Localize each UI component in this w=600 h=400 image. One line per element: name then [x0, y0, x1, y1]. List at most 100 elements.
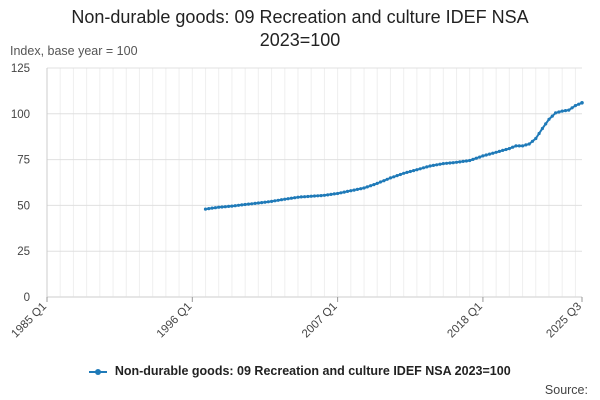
series-point [286, 197, 290, 201]
y-tick-label: 0 [24, 292, 30, 304]
series-point [279, 198, 284, 202]
series-point [223, 205, 227, 209]
series-point [372, 183, 376, 187]
series-point [471, 157, 475, 161]
series-point [355, 187, 359, 191]
series-point [352, 188, 356, 192]
series-point [510, 145, 515, 149]
series-point [369, 184, 373, 188]
x-tick-label: 1996 Q1 [155, 301, 195, 341]
series-line-0 [205, 101, 583, 211]
legend-swatch-icon [89, 367, 108, 377]
chart-title-line-2: 2023=100 [259, 30, 341, 50]
series-point [332, 192, 336, 196]
series-point [398, 172, 402, 177]
series-point [484, 153, 488, 157]
series-point [504, 147, 508, 152]
series-point [342, 190, 346, 194]
series-point [362, 186, 366, 190]
series-point [213, 206, 217, 210]
x-tick-label: 2025 Q3 [544, 301, 584, 341]
series-point [521, 144, 525, 148]
series-point [454, 160, 459, 164]
series-point [428, 164, 432, 168]
series-point [435, 163, 439, 167]
series-point [289, 196, 293, 200]
series-point [256, 201, 260, 205]
y-tick-label: 75 [17, 155, 30, 167]
series-point [554, 111, 558, 115]
series-point [230, 204, 234, 208]
series-point [260, 201, 264, 205]
legend-label: Non-durable goods: 09 Recreation and cul… [114, 364, 511, 378]
series-point [560, 109, 564, 113]
series-point [405, 170, 409, 174]
series-point [306, 194, 310, 199]
chart-title: Non-durable goods: 09 Recreation and cul… [0, 6, 600, 52]
series-point [577, 102, 581, 106]
series-point [487, 152, 492, 156]
series-point [537, 131, 541, 136]
series-point [250, 202, 254, 206]
series-point [468, 158, 472, 163]
series-point [441, 162, 445, 166]
series-point [345, 189, 350, 193]
series-point [378, 180, 383, 184]
series-point [246, 202, 251, 206]
series-point [233, 204, 237, 208]
series-point [263, 200, 267, 204]
series-point [448, 161, 452, 165]
series-point [458, 160, 462, 164]
series-point [557, 110, 561, 114]
y-tick-label: 100 [11, 109, 30, 121]
series-point [494, 150, 498, 154]
series-point [530, 139, 535, 143]
source-label: Source: [544, 383, 588, 397]
series-point [527, 142, 531, 146]
series-point [382, 179, 386, 183]
series-point [438, 162, 442, 166]
series-point [388, 176, 393, 180]
series-point [445, 161, 449, 165]
series-point [415, 168, 419, 172]
series-point [395, 174, 399, 178]
series-point [303, 195, 307, 199]
series-point [514, 144, 518, 148]
series-point [339, 191, 343, 195]
series-point [402, 171, 406, 175]
series-point [293, 196, 297, 200]
x-tick-label: 2018 Q1 [445, 301, 485, 341]
series-point [412, 169, 416, 173]
series-point [550, 114, 554, 118]
series-point [207, 207, 211, 211]
series-point [478, 155, 482, 159]
series-point [544, 122, 548, 126]
series-point [240, 203, 244, 207]
series-point [573, 104, 578, 108]
series-point [425, 165, 429, 169]
y-axis-label: Index, base year = 100 [10, 44, 138, 58]
series-point [491, 151, 495, 155]
series-point [266, 200, 270, 204]
series-point [365, 185, 369, 189]
series-point [507, 147, 511, 151]
y-tick-label: 125 [11, 63, 30, 75]
series-point [227, 204, 231, 208]
series-point [540, 126, 545, 131]
series-point [524, 143, 528, 147]
series-point [408, 169, 412, 174]
series-point [451, 161, 455, 165]
series-point [270, 199, 274, 203]
series-point [534, 136, 538, 141]
series-point [392, 175, 396, 179]
series-point [567, 108, 571, 112]
series-point [243, 202, 247, 207]
series-point [547, 117, 551, 121]
series-point [421, 166, 426, 170]
series-point [570, 106, 574, 110]
series-point [312, 194, 317, 198]
series-point [276, 198, 280, 202]
series-point [203, 207, 208, 211]
series-point [253, 201, 257, 205]
